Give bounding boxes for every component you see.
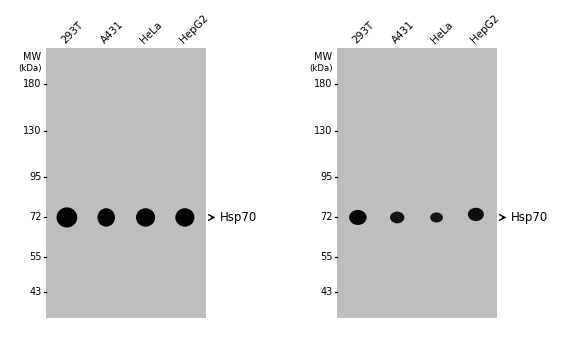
Ellipse shape bbox=[349, 210, 367, 225]
Text: (kDa): (kDa) bbox=[18, 64, 41, 73]
Text: HepG2: HepG2 bbox=[178, 13, 210, 45]
Text: 55: 55 bbox=[320, 252, 332, 262]
Text: 130: 130 bbox=[23, 127, 41, 136]
Ellipse shape bbox=[136, 208, 155, 227]
Text: 72: 72 bbox=[320, 212, 332, 222]
Ellipse shape bbox=[97, 208, 115, 227]
Text: 180: 180 bbox=[314, 79, 332, 89]
Text: 130: 130 bbox=[314, 127, 332, 136]
Text: 293T: 293T bbox=[60, 19, 86, 45]
Ellipse shape bbox=[175, 208, 194, 227]
Text: HeLa: HeLa bbox=[139, 19, 164, 45]
Ellipse shape bbox=[56, 207, 77, 228]
Text: 95: 95 bbox=[320, 172, 332, 182]
Text: HeLa: HeLa bbox=[430, 19, 455, 45]
Text: A431: A431 bbox=[390, 19, 416, 45]
Text: 293T: 293T bbox=[351, 19, 377, 45]
Bar bbox=[337, 48, 496, 318]
Text: 95: 95 bbox=[29, 172, 41, 182]
Text: (kDa): (kDa) bbox=[309, 64, 332, 73]
Text: 43: 43 bbox=[29, 288, 41, 298]
Text: Hsp70: Hsp70 bbox=[220, 211, 257, 224]
Text: A431: A431 bbox=[99, 19, 125, 45]
Ellipse shape bbox=[390, 212, 404, 223]
Text: 55: 55 bbox=[29, 252, 41, 262]
Text: Hsp70: Hsp70 bbox=[511, 211, 548, 224]
Text: 43: 43 bbox=[320, 288, 332, 298]
Text: 180: 180 bbox=[23, 79, 41, 89]
Text: HepG2: HepG2 bbox=[469, 13, 501, 45]
Bar bbox=[46, 48, 205, 318]
Text: MW: MW bbox=[23, 52, 41, 62]
Ellipse shape bbox=[468, 208, 484, 221]
Text: 72: 72 bbox=[29, 212, 41, 222]
Ellipse shape bbox=[430, 212, 443, 222]
Text: MW: MW bbox=[314, 52, 332, 62]
